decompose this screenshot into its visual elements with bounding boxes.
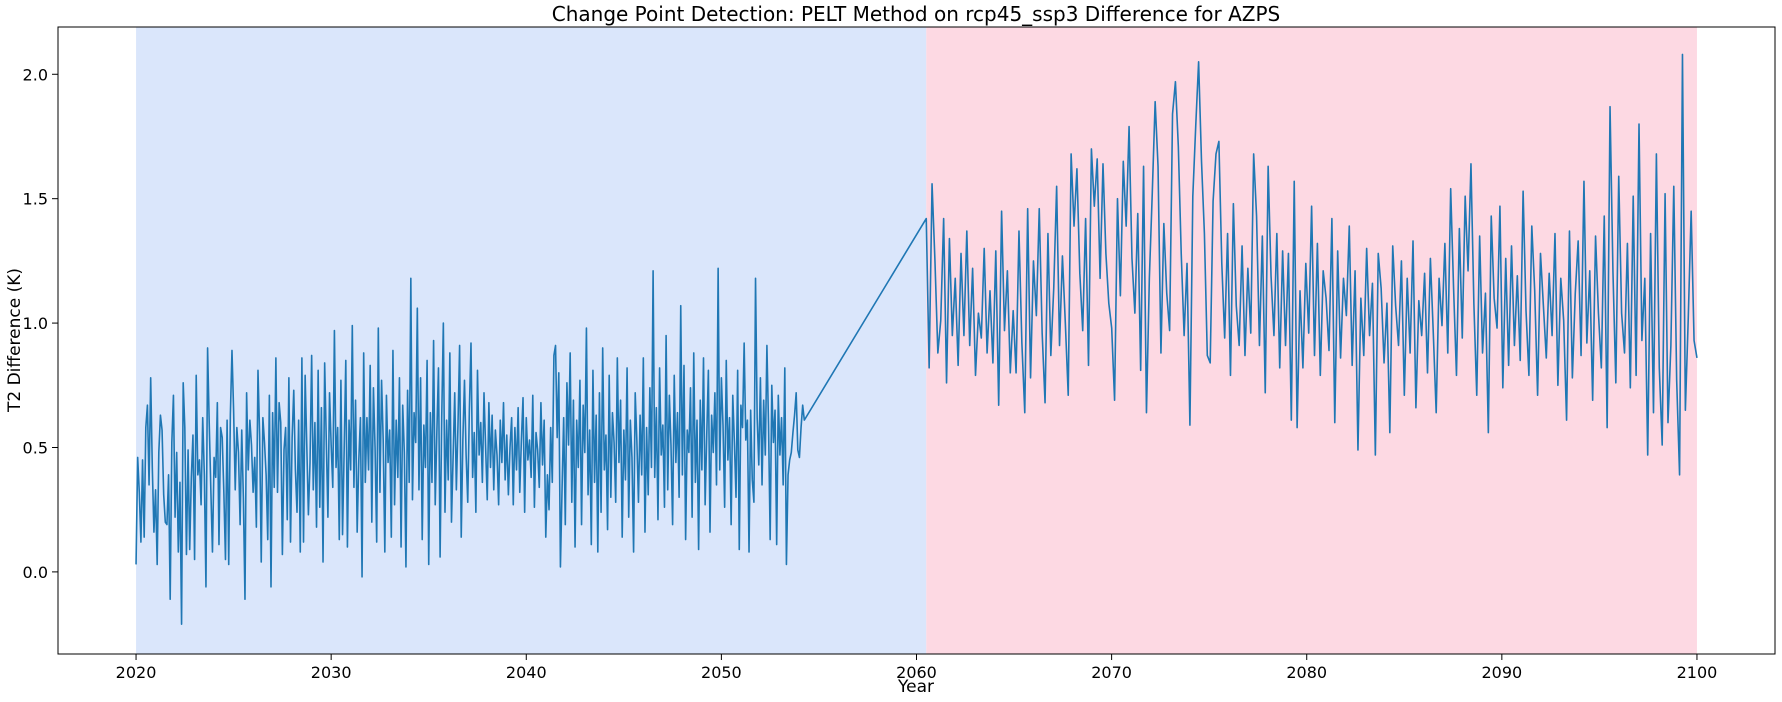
y-axis-ticks: 0.0 0.5 1.0 1.5 2.0 <box>23 65 58 582</box>
x-tick-label: 2070 <box>1091 663 1132 682</box>
x-tick-label: 2050 <box>701 663 742 682</box>
y-tick-label: 1.5 <box>23 190 48 209</box>
y-tick-label: 2.0 <box>23 65 48 84</box>
x-axis-label: Year <box>897 677 934 697</box>
y-tick-label: 0.0 <box>23 563 48 582</box>
chart-title: Change Point Detection: PELT Method on r… <box>552 2 1281 26</box>
y-tick-label: 0.5 <box>23 438 48 457</box>
x-tick-label: 2040 <box>506 663 547 682</box>
x-tick-label: 2100 <box>1677 663 1718 682</box>
change-point-regions <box>136 27 1697 654</box>
y-axis-label: T2 Difference (K) <box>5 268 25 413</box>
series-group <box>135 53 1698 625</box>
x-tick-label: 2060 <box>896 663 937 682</box>
region-1 <box>136 27 927 654</box>
y-tick-label: 1.0 <box>23 314 48 333</box>
x-axis-ticks: 2020 2030 2040 2050 2060 2070 2080 2090 2100 <box>116 654 1718 682</box>
x-tick-label: 2030 <box>311 663 352 682</box>
x-tick-label: 2020 <box>116 663 157 682</box>
x-tick-label: 2080 <box>1286 663 1327 682</box>
series-line-1 <box>135 53 1698 625</box>
x-tick-label: 2090 <box>1481 663 1522 682</box>
